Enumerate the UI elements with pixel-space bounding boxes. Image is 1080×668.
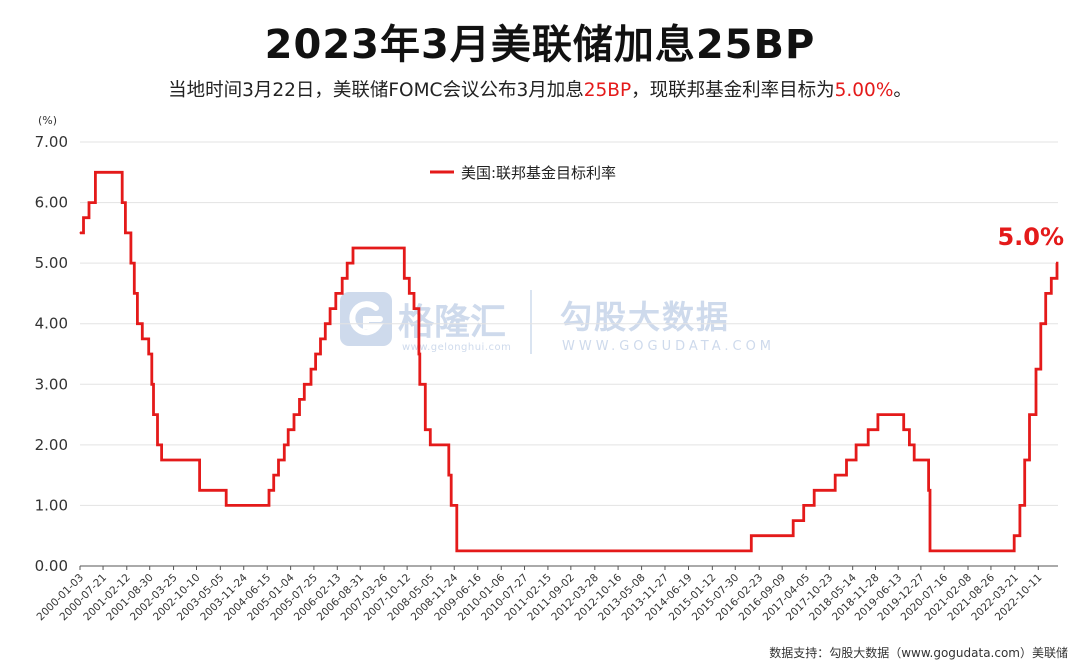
series-point-3 [94,171,97,173]
series-point-13 [156,444,159,446]
legend: 美国:联邦基金目标利率 [430,164,616,182]
source-note: 数据支持：勾股大数据（www.gogudata.com）美联储 [769,646,1068,660]
series-point-60 [1024,459,1026,461]
series-point-31 [341,277,343,279]
series-line-0 [80,170,1059,553]
series-point-36 [413,307,415,310]
series-point-63 [1040,323,1042,325]
last-value-annotation: 5.0% [997,223,1064,251]
series-point-15 [198,489,201,491]
series-point-9 [141,338,143,340]
series-point-19 [277,459,280,461]
series-point-2 [88,201,90,204]
y-tick-label-0: 0.00 [35,557,68,575]
subtitle-highlight-hike: 25BP [583,80,632,101]
series-point-45 [792,519,794,522]
y-axis: 0.00 1.00 2.00 3.00 4.00 5.00 6.00 7.00 (%) [35,114,68,575]
series-point-40 [429,444,431,446]
y-tick-label-3: 3.00 [35,375,68,393]
series-point-53 [903,429,905,431]
series-point-28 [324,323,326,325]
series-point-44 [750,535,752,537]
series-point-24 [303,383,305,385]
series-point-65 [1050,277,1052,279]
y-tick-label-1: 1.00 [35,496,68,514]
series-point-25 [310,368,312,370]
series-point-5 [124,232,126,234]
watermark-partner: 勾股大数据 [560,298,730,336]
y-tick-label-6: 6.00 [35,194,68,212]
series-point-22 [293,413,295,416]
series-point-21 [287,429,289,431]
series-point-34 [403,277,405,279]
series-point-20 [283,444,285,446]
series-point-41 [448,474,450,476]
series-point-29 [329,307,331,310]
y-tick-label-4: 4.00 [35,315,68,333]
series-point-37 [418,353,420,355]
series-point-64 [1045,292,1047,295]
series-point-7 [133,292,135,295]
series-point-51 [867,429,869,431]
series-point-0 [79,232,81,234]
y-axis-label: (%) [38,114,57,127]
series-point-62 [1035,368,1037,370]
series-point-32 [346,262,348,264]
watermark: 格隆汇 www.gelonghui.com 勾股大数据 WWW.GOGUDATA… [340,290,775,354]
series-point-30 [335,292,337,295]
subtitle-text-a: 当地时间3月22日，美联储FOMC会议公布3月加息 [168,80,584,101]
watermark-partner-url: WWW.GOGUDATA.COM [562,339,775,354]
series-point-46 [803,504,805,507]
legend-label: 美国:联邦基金目标利率 [461,164,616,182]
series-point-35 [408,292,410,295]
series-point-49 [845,459,848,461]
series-point-27 [319,338,322,340]
series-point-59 [1019,504,1021,507]
series-point-50 [855,444,857,446]
y-tick-label-7: 7.00 [35,133,68,151]
series-point-61 [1028,413,1031,416]
series-point-55 [913,459,915,461]
series-point-33 [352,247,354,249]
series-point-17 [268,489,270,491]
series-point-11 [151,383,153,385]
subtitle-text-e: 。 [893,80,912,101]
series-point-43 [456,550,458,552]
series-point-26 [315,353,317,355]
series-point-10 [148,353,150,355]
series-point-58 [1013,535,1015,537]
y-tick-label-2: 2.00 [35,436,68,454]
subtitle-highlight-rate: 5.00% [834,80,894,101]
watermark-brand-url: www.gelonghui.com [402,342,511,353]
series-point-48 [834,474,836,476]
series-point-56 [928,489,930,491]
series-point-42 [450,504,452,507]
series-point-8 [136,323,138,325]
annotation-layer: 5.0% [997,223,1064,251]
series-point-38 [419,383,421,385]
subtitle-text-c: ，现联邦基金利率目标为 [631,80,835,101]
series-point-16 [225,504,227,507]
series-layer [79,170,1059,553]
series-point-18 [273,474,275,476]
series-point-4 [121,201,123,204]
page-subtitle: 当地时间3月22日，美联储FOMC会议公布3月加息25BP，现联邦基金利率目标为… [0,76,1080,102]
series-point-23 [298,398,301,401]
x-axis: 2000-01-032000-07-212001-02-122001-08-30… [34,565,1058,623]
series-point-14 [160,459,163,461]
gelonghui-logo-icon [340,292,392,346]
series-point-54 [908,444,910,446]
series-point-57 [929,550,931,552]
series-point-39 [424,429,426,431]
series-point-52 [877,413,879,416]
series-point-12 [152,413,155,416]
page-title: 2023年3月美联储加息25BP [264,22,816,68]
series-point-1 [82,217,85,219]
series-point-66 [1056,262,1058,264]
y-tick-label-5: 5.00 [35,254,68,272]
series-point-47 [813,489,815,491]
series-point-6 [130,262,132,264]
